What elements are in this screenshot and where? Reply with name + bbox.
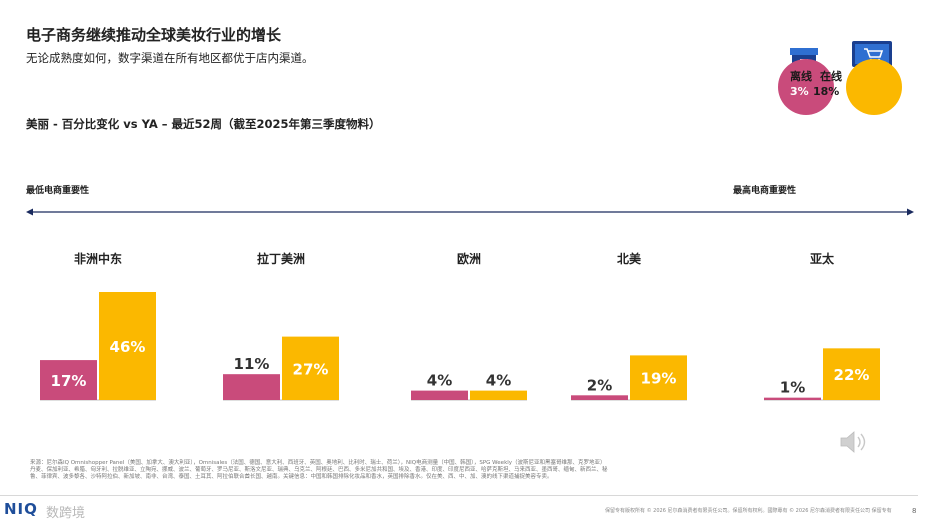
offline-bar [411, 390, 468, 400]
online-bar [99, 292, 156, 400]
online-value-label: 22% [834, 366, 870, 384]
copyright-text: 保留专有版权所有 © 2026 尼尔森消费者有限责任公司。保留所有权利。國際專有… [605, 508, 892, 514]
offline-bubble [778, 59, 834, 115]
axis-label-right: 最高电商重要性 [733, 186, 797, 196]
online-legend-label: 在线 [820, 69, 842, 83]
offline-bar [40, 360, 97, 400]
offline-legend-value: 3% [790, 85, 809, 98]
footer-divider [0, 495, 918, 496]
speaker-icon[interactable] [838, 428, 872, 456]
source-note: 来源：尼尔森IQ Omnishopper Panel（美国、加拿大、澳大利亚），… [30, 460, 608, 480]
online-bar [823, 348, 880, 400]
watermark: 数跨境 [46, 506, 86, 521]
bar-group-europe: 欧洲 4% 4% [411, 251, 527, 401]
bar-group-north-america: 北美 2% 19% [571, 251, 687, 401]
page-subtitle: 无论成熟度如何，数字渠道在所有地区都优于店内渠道。 [26, 51, 314, 65]
offline-bar [764, 397, 821, 400]
online-value-label: 19% [641, 370, 677, 388]
bar-group-mea: 非洲中东 17% 46% [40, 251, 156, 401]
page-number: 8 [912, 507, 917, 515]
axis-label-left: 最低电商重要性 [26, 186, 90, 196]
chart-title: 美丽 - 百分比变化 vs YA – 最近52周（截至2025年第三季度物料） [26, 117, 381, 131]
online-bar [470, 390, 527, 400]
bar-group-apac: 亚太 1% 22% [764, 251, 880, 401]
offline-value-label: 1% [780, 379, 805, 397]
category-label: 拉丁美洲 [257, 251, 305, 266]
bars-layer: 非洲中东 17% 46% 拉丁美洲 11% 27% 欧洲 4% 4% 北美 2% 19% 亚太 1% 22% [40, 251, 880, 401]
online-bubble [846, 59, 902, 115]
page-title: 电子商务继续推动全球美妆行业的增长 [26, 26, 282, 44]
offline-value-label: 11% [234, 355, 270, 373]
offline-bar [571, 395, 628, 400]
category-label: 亚太 [810, 251, 835, 266]
offline-bar [223, 374, 280, 400]
offline-value-label: 17% [51, 372, 87, 390]
category-label: 北美 [617, 251, 642, 266]
offline-legend-label: 离线 [790, 69, 812, 83]
category-label: 欧洲 [457, 251, 481, 266]
channel-legend: 离线 在线 3% 18% [778, 41, 902, 115]
importance-axis [26, 208, 914, 216]
online-bar [630, 355, 687, 400]
bar-chart: 非洲中东 17% 46% 拉丁美洲 11% 27% 欧洲 4% 4% 北美 2% 19% 亚太 1% 22% [26, 208, 914, 401]
niq-logo: NIQ [4, 500, 38, 518]
online-value-label: 46% [110, 338, 146, 356]
offline-value-label: 4% [427, 372, 452, 390]
offline-value-label: 2% [587, 376, 612, 394]
online-value-label: 27% [293, 360, 329, 378]
online-bar [282, 336, 339, 400]
online-value-label: 4% [486, 372, 511, 390]
bar-group-latam: 拉丁美洲 11% 27% [223, 251, 339, 401]
category-label: 非洲中东 [74, 251, 122, 266]
online-legend-value: 18% [813, 85, 839, 98]
